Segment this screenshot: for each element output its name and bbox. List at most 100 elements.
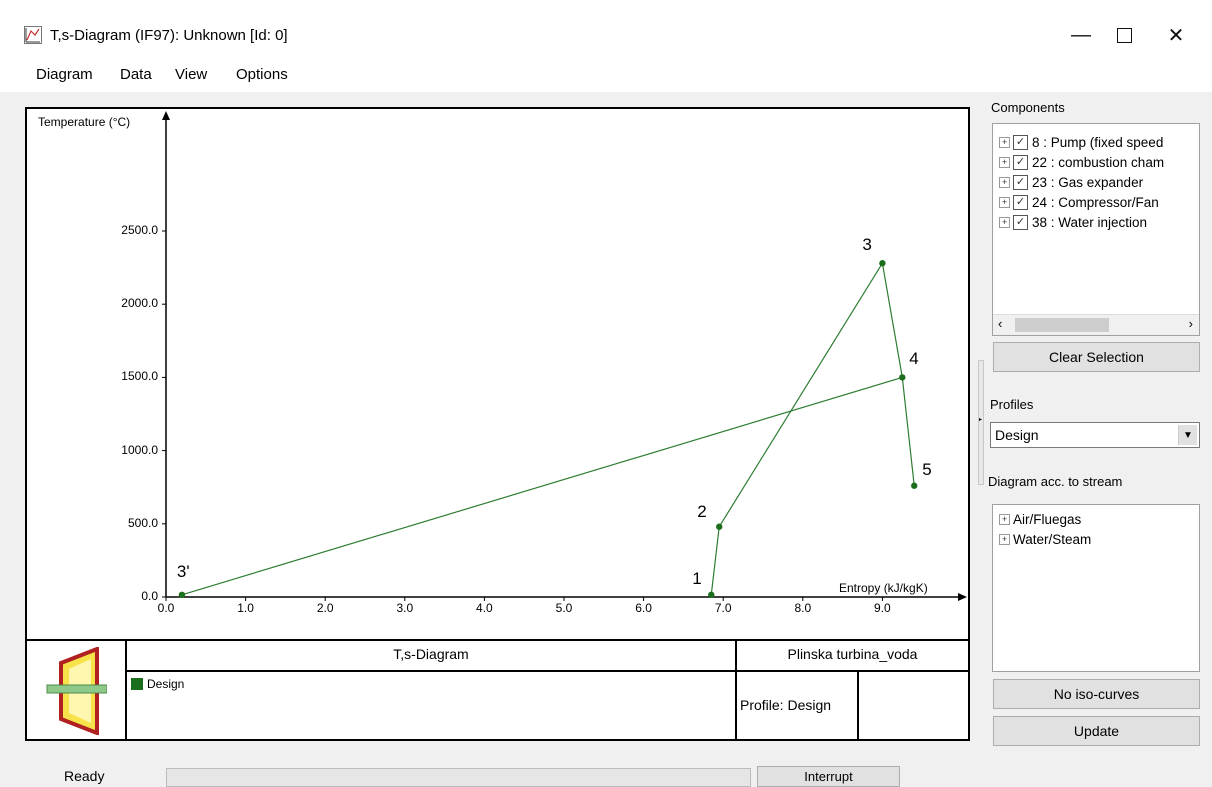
checkbox-checked-icon[interactable]: ✓	[1013, 134, 1028, 150]
data-point[interactable]	[178, 591, 186, 599]
point-label: 5	[922, 459, 932, 479]
series-line	[718, 262, 883, 528]
stream-row[interactable]: + Air/Fluegas	[999, 509, 1081, 529]
stream-tree[interactable]: + Air/Fluegas + Water/Steam	[992, 504, 1200, 672]
menu-view[interactable]: View	[175, 66, 208, 83]
data-point[interactable]	[899, 374, 906, 381]
component-label: 22 : combustion cham	[1032, 154, 1165, 170]
y-tick-label: 1500.0	[121, 369, 158, 384]
x-tick-label: 5.0	[555, 601, 573, 615]
data-point[interactable]	[879, 260, 886, 267]
component-label: 24 : Compressor/Fan	[1032, 194, 1159, 210]
clear-selection-button[interactable]: Clear Selection	[993, 342, 1200, 372]
maximize-button[interactable]	[1104, 20, 1144, 50]
x-tick-label: 3.0	[396, 601, 414, 615]
menu-diagram[interactable]: Diagram	[36, 66, 93, 83]
component-row[interactable]: + ✓ 8 : Pump (fixed speed	[999, 132, 1163, 152]
point-label: 3'	[176, 561, 190, 581]
close-button[interactable]: ✕	[1156, 20, 1196, 50]
x-tick-label: 1.0	[237, 601, 254, 615]
ts-diagram-canvas[interactable]: Temperature (°C) Entropy (kJ/kgK) 0.0 500…	[25, 107, 970, 741]
component-row[interactable]: + ✓ 23 : Gas expander	[999, 172, 1143, 192]
components-tree[interactable]: + ✓ 8 : Pump (fixed speed + ✓ 22 : combustion…	[992, 123, 1200, 336]
checkbox-checked-icon[interactable]: ✓	[1013, 154, 1028, 170]
stream-row[interactable]: + Water/Steam	[999, 529, 1091, 549]
component-label: 8 : Pump (fixed speed	[1032, 134, 1164, 150]
scroll-left-icon[interactable]: ‹	[998, 316, 1003, 331]
profile-text: Profile: Design	[740, 697, 832, 713]
checkbox-checked-icon[interactable]: ✓	[1013, 174, 1028, 190]
component-row[interactable]: + ✓ 38 : Water injection	[999, 212, 1147, 232]
expand-icon[interactable]: +	[999, 156, 1010, 168]
component-label: 23 : Gas expander	[1032, 174, 1144, 190]
expand-icon[interactable]: +	[999, 513, 1010, 525]
expand-icon[interactable]: +	[999, 196, 1010, 208]
progress-bar	[166, 768, 751, 787]
y-axis-arrow-icon	[162, 111, 170, 120]
x-tick-label: 9.0	[874, 601, 891, 615]
right-panel: Components + ✓ 8 : Pump (fixed speed + ✓ 22 :…	[985, 92, 1212, 760]
minimize-icon: —	[1071, 23, 1091, 46]
point-label: 2	[697, 501, 707, 521]
component-row[interactable]: + ✓ 22 : combustion cham	[999, 152, 1164, 172]
ts-diagram-app-icon	[24, 26, 42, 44]
legend-label: Design	[147, 677, 185, 691]
x-axis-arrow-icon	[958, 593, 967, 601]
x-axis-label: Entropy (kJ/kgK)	[839, 581, 928, 595]
point-label: 1	[692, 568, 702, 588]
status-ready: Ready	[64, 768, 105, 784]
x-tick-label: 0.0	[157, 601, 175, 615]
menu-data[interactable]: Data	[120, 66, 152, 83]
turbine-logo-icon	[46, 647, 107, 735]
y-tick-label: 1000.0	[121, 442, 158, 457]
stream-label: Water/Steam	[1013, 531, 1092, 547]
data-point[interactable]	[716, 523, 723, 530]
expand-icon[interactable]: +	[999, 216, 1010, 228]
dropdown-arrow-icon[interactable]: ▼	[1178, 425, 1197, 445]
y-tick-label: 2500.0	[121, 223, 158, 237]
component-label: 38 : Water injection	[1032, 214, 1148, 230]
no-iso-curves-button[interactable]: No iso-curves	[993, 679, 1200, 709]
data-point[interactable]	[911, 482, 918, 489]
panel-splitter[interactable]: ▸	[978, 360, 984, 485]
minimize-button[interactable]: —	[1061, 20, 1101, 50]
scroll-right-icon[interactable]: ›	[1188, 316, 1193, 331]
series-line	[710, 526, 720, 595]
splitter-arrow-icon[interactable]: ▸	[979, 417, 983, 423]
update-button[interactable]: Update	[993, 716, 1200, 746]
y-tick-label: 2000.0	[121, 296, 158, 311]
window-title: T,s-Diagram (IF97): Unknown [Id: 0]	[50, 27, 288, 44]
series-line	[181, 376, 903, 596]
status-bar: Ready Interrupt	[0, 760, 1212, 787]
checkbox-checked-icon[interactable]: ✓	[1013, 214, 1028, 230]
profiles-label: Profiles	[990, 397, 1034, 412]
profile-select[interactable]: Design ▼	[990, 422, 1200, 448]
scroll-thumb[interactable]	[1015, 318, 1109, 332]
point-label: 3	[862, 235, 872, 255]
y-tick-label: 500.0	[127, 515, 158, 530]
close-icon: ✕	[1167, 24, 1185, 47]
ts-chart	[162, 111, 967, 601]
menu-options[interactable]: Options	[236, 66, 288, 83]
menu-bar: Diagram Data View Options	[0, 60, 1212, 92]
diagram-title: T,s-Diagram	[393, 646, 469, 662]
expand-icon[interactable]: +	[999, 176, 1010, 188]
x-tick-label: 8.0	[794, 601, 812, 615]
components-label: Components	[991, 100, 1065, 115]
data-point[interactable]	[708, 591, 715, 599]
maximize-icon	[1116, 27, 1132, 43]
legend-entry: Design	[131, 677, 184, 691]
horizontal-scrollbar[interactable]: ‹ ›	[993, 314, 1199, 335]
checkbox-checked-icon[interactable]: ✓	[1013, 194, 1028, 210]
interrupt-button[interactable]: Interrupt	[757, 766, 900, 787]
y-tick-label: 0.0	[141, 589, 158, 603]
x-tick-label: 7.0	[714, 601, 732, 615]
series-line	[881, 263, 903, 378]
series-line	[901, 377, 915, 486]
expand-icon[interactable]: +	[999, 136, 1010, 148]
project-name: Plinska turbina_voda	[787, 646, 918, 662]
diagram-stream-label: Diagram acc. to stream	[988, 474, 1123, 489]
expand-icon[interactable]: +	[999, 533, 1010, 545]
stream-label: Air/Fluegas	[1013, 511, 1082, 527]
component-row[interactable]: + ✓ 24 : Compressor/Fan	[999, 192, 1159, 212]
